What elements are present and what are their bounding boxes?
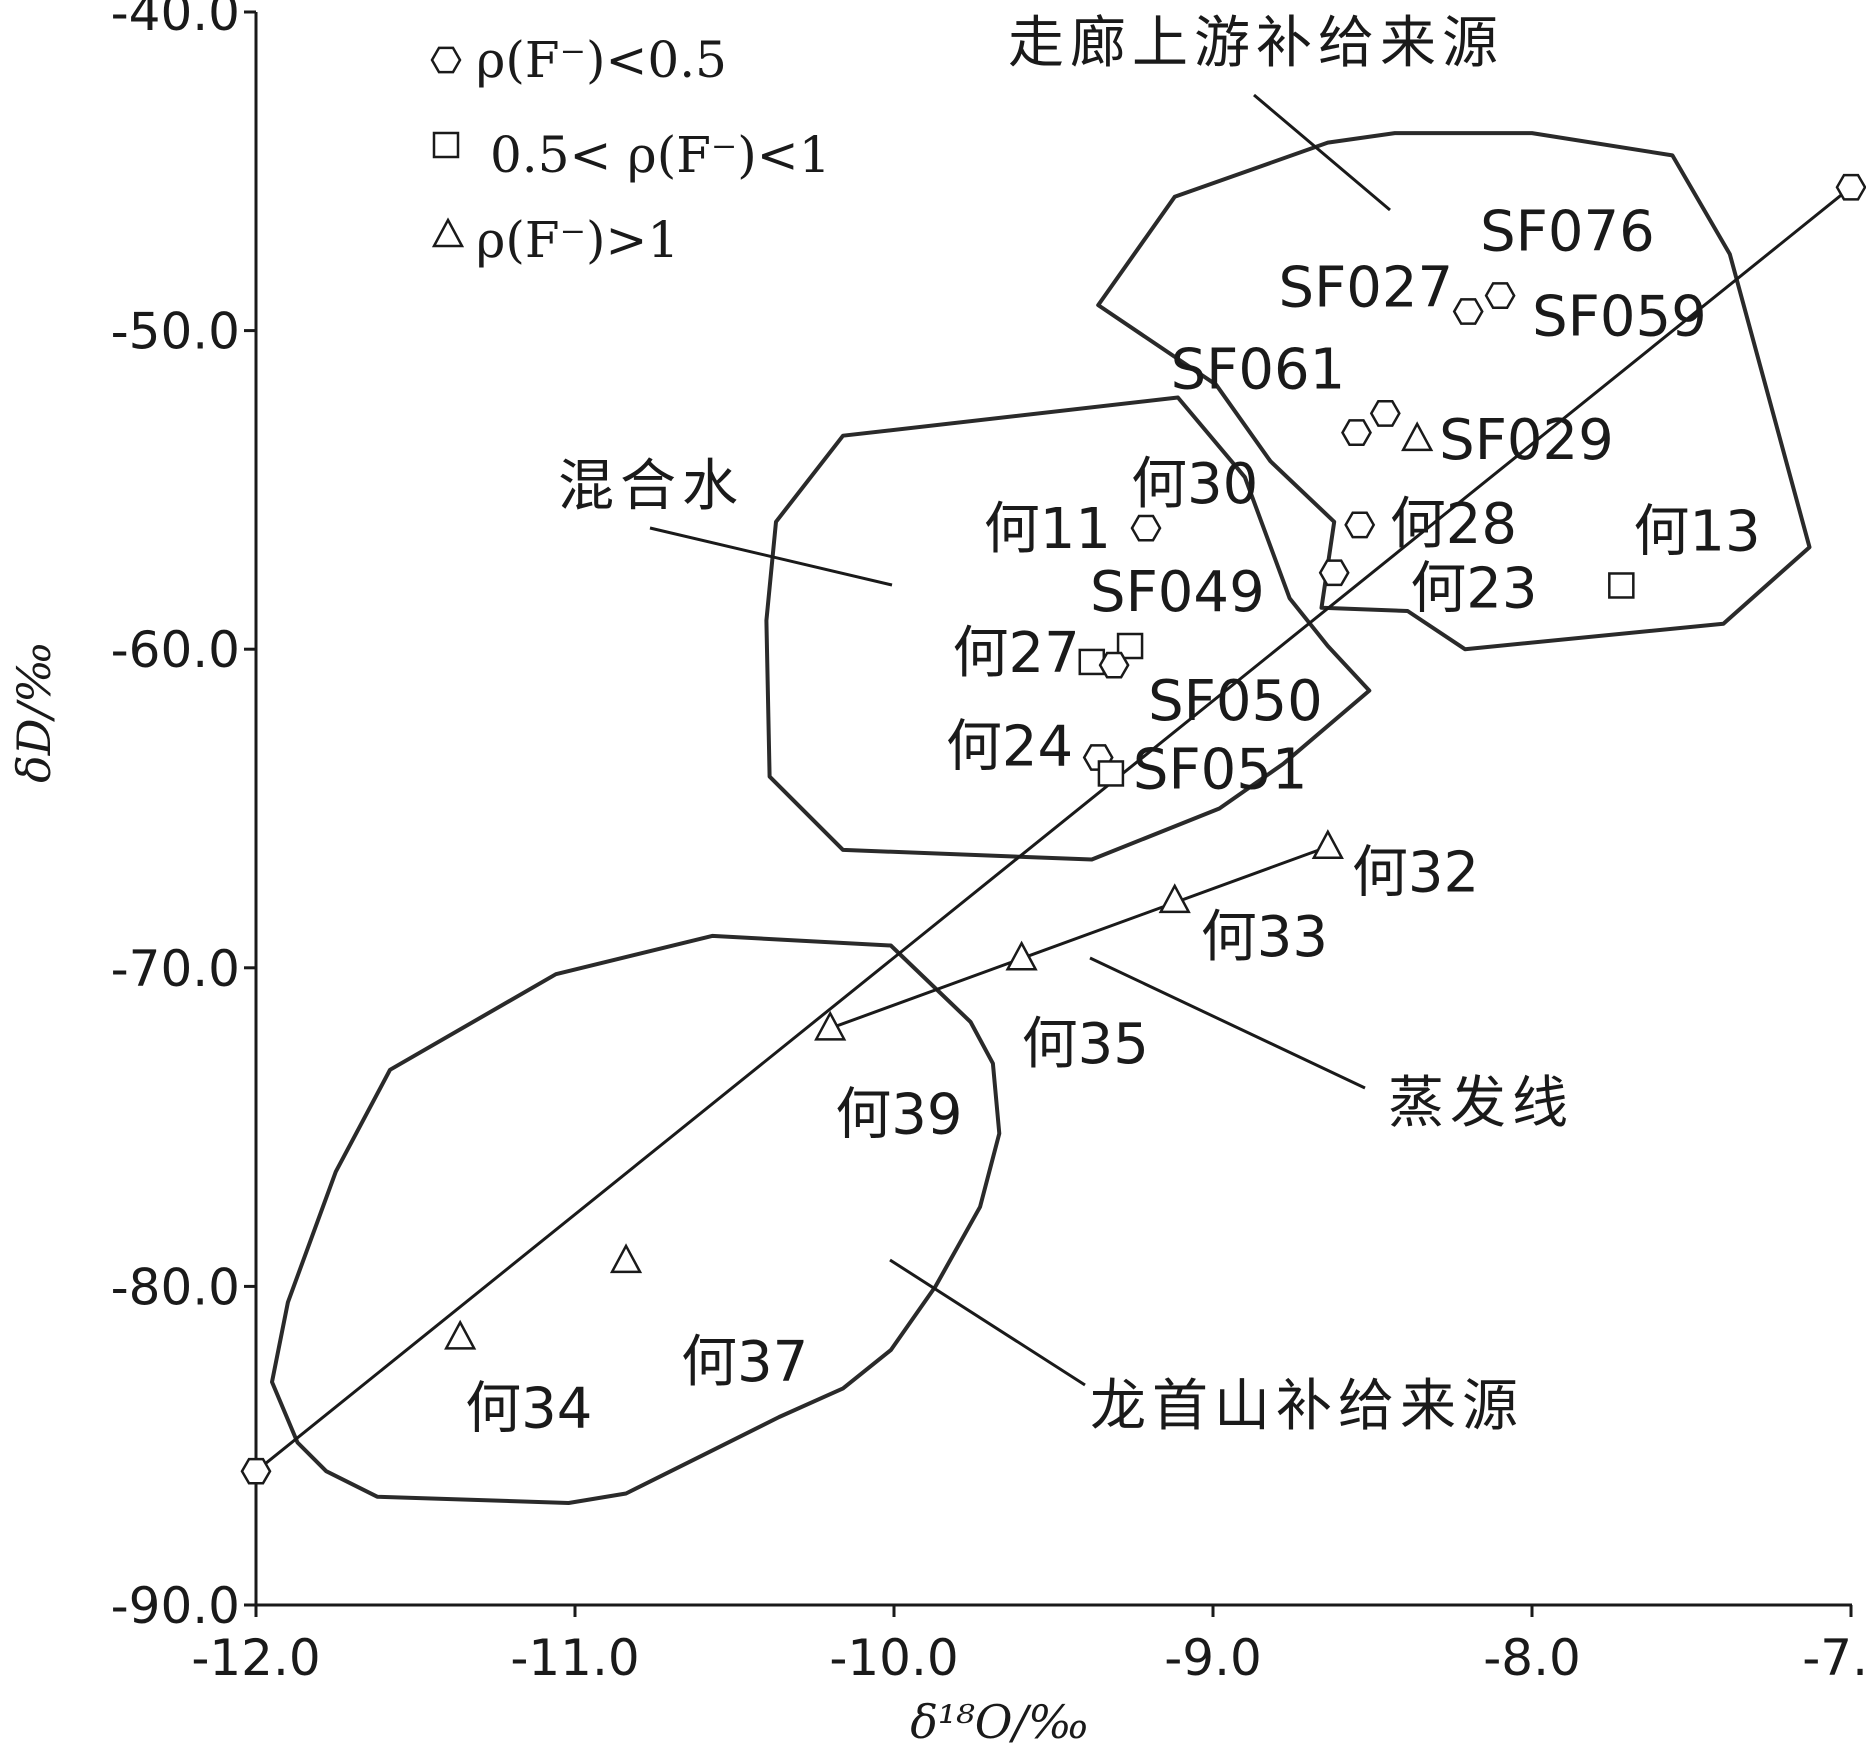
- point-label-何32: 何32: [1352, 841, 1479, 906]
- regions-layer: [270, 131, 1812, 1505]
- region-label-mixed: 混合水: [558, 454, 744, 519]
- data-point-何13: [1608, 572, 1635, 599]
- point-label-SF061: SF061: [1171, 337, 1346, 402]
- data-point-SF051: [1097, 760, 1125, 787]
- legend: ρ(F⁻)<0.5 0.5< ρ(F⁻)<1 ρ(F⁻)>1: [430, 31, 831, 269]
- point-label-SF050: SF050: [1148, 669, 1323, 734]
- y-tick-label: -70.0: [111, 940, 240, 998]
- x-ticks: -12.0 -11.0 -10.0 -9.0 -8.0 -7.0: [191, 1605, 1866, 1687]
- data-point-何37: [609, 1243, 643, 1274]
- data-point-何32: [1311, 829, 1344, 859]
- legend-marker-square: [432, 131, 460, 159]
- region-label-evaporation: 蒸发线: [1388, 1071, 1574, 1136]
- x-tick-label: -11.0: [510, 1629, 639, 1687]
- point-label-何35: 何35: [1022, 1012, 1149, 1077]
- legend-label-mid: 0.5< ρ(F⁻)<1: [490, 126, 831, 184]
- data-point-SF061: [1369, 400, 1401, 427]
- x-tick-label: -10.0: [829, 1629, 958, 1687]
- data-point-何28: [1344, 511, 1376, 539]
- leader-line-upstream: [1253, 93, 1391, 212]
- data-point-何39: [814, 1010, 847, 1041]
- data-points: [240, 173, 1866, 1485]
- leader-line-longshou: [889, 1258, 1086, 1387]
- leader-line-evaporation: [1089, 956, 1366, 1090]
- data-point-何35: [1005, 940, 1038, 971]
- data-point-何27: [1078, 648, 1106, 676]
- region-outline-1: [764, 395, 1372, 862]
- data-point-何23: [1318, 559, 1350, 587]
- legend-hexagon-symbol: [430, 46, 462, 74]
- region-label-longshou: 龙首山补给来源: [1090, 1374, 1524, 1439]
- legend-square-symbol: [432, 131, 460, 159]
- data-point-SF076: [1484, 282, 1516, 309]
- legend-label-high: ρ(F⁻)>1: [476, 211, 679, 269]
- point-label-何30: 何30: [1131, 452, 1258, 517]
- y-tick-label: -80.0: [111, 1258, 240, 1316]
- point-label-何34: 何34: [465, 1376, 592, 1441]
- lines-layer: [255, 186, 1852, 1473]
- x-tick-label: -9.0: [1164, 1629, 1262, 1687]
- axes-layer: [254, 12, 1852, 1607]
- leader-lines-layer: [649, 93, 1391, 1387]
- region-label-upstream: 走廊上游补给来源: [1008, 11, 1504, 76]
- legend-label-low: ρ(F⁻)<0.5: [476, 31, 727, 89]
- legend-marker-hexagon: [430, 46, 462, 74]
- data-point-何33: [1158, 883, 1191, 914]
- y-tick-label: -60.0: [111, 621, 240, 679]
- evaporation-line: [829, 845, 1329, 1030]
- y-tick-label: -50.0: [111, 303, 240, 361]
- point-label-何37: 何37: [681, 1330, 808, 1395]
- point-label-何27: 何27: [953, 621, 1080, 686]
- data-point-SF029: [1401, 421, 1434, 452]
- data-point-SF050: [1098, 651, 1130, 679]
- meteoric-water-line: [255, 186, 1852, 1473]
- region-outline-0: [1096, 131, 1812, 652]
- legend-triangle-symbol: [431, 217, 465, 248]
- data-point-SF027: [1452, 298, 1484, 325]
- data-point-何30: [1130, 514, 1162, 542]
- x-axis-title: δ¹⁸O/‰: [910, 1695, 1090, 1749]
- point-label-SF059: SF059: [1532, 285, 1707, 350]
- point-label-何39: 何39: [835, 1082, 962, 1147]
- point-label-SF027: SF027: [1279, 255, 1454, 320]
- point-label-何33: 何33: [1201, 905, 1328, 970]
- data-point-何34: [444, 1319, 477, 1350]
- point-label-何24: 何24: [946, 715, 1073, 780]
- point-label-何11: 何11: [984, 497, 1111, 562]
- region-outline-2: [270, 933, 1002, 1505]
- leader-line-mixed: [649, 526, 893, 587]
- data-point-unlabeled-3: [1341, 419, 1372, 446]
- point-label-SF076: SF076: [1480, 200, 1655, 265]
- point-label-何28: 何28: [1390, 492, 1517, 557]
- y-tick-label: -40.0: [111, 0, 240, 42]
- data-point-unlabeled-20: [1835, 173, 1866, 201]
- y-axis-title: δD/‰: [7, 641, 61, 783]
- x-tick-label: -7.0: [1802, 1629, 1866, 1687]
- point-label-何13: 何13: [1633, 499, 1760, 564]
- point-label-SF051: SF051: [1133, 737, 1308, 802]
- point-label-何23: 何23: [1410, 557, 1537, 622]
- x-tick-label: -12.0: [191, 1629, 320, 1687]
- point-label-SF029: SF029: [1439, 408, 1614, 473]
- data-point-unlabeled-21: [240, 1457, 272, 1485]
- y-tick-label: -90.0: [111, 1577, 240, 1635]
- legend-marker-triangle: [431, 217, 465, 248]
- x-tick-label: -8.0: [1483, 1629, 1581, 1687]
- point-label-SF049: SF049: [1090, 560, 1265, 625]
- y-ticks: -40.0 -50.0 -60.0 -70.0 -80.0 -90.0: [111, 0, 256, 1635]
